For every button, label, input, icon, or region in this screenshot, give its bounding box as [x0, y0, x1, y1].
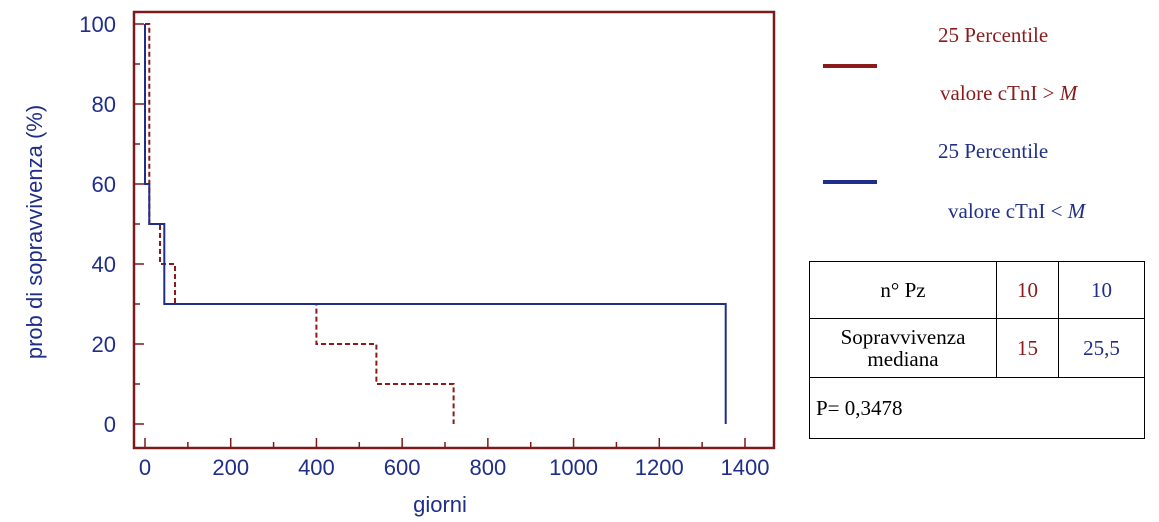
y-tick-label: 40 [92, 252, 116, 277]
x-tick-label: 1200 [635, 455, 684, 480]
legend-blue-swatch [823, 180, 877, 184]
x-tick-label: 1400 [721, 455, 770, 480]
legend-blue-title: 25 Percentile [938, 139, 1049, 163]
x-axis-label: giorni [413, 492, 467, 517]
x-tick-label: 0 [139, 455, 151, 480]
legend-blue: 25 Percentile valore cTnI < M [820, 139, 1150, 250]
row-pvalue: P= 0,3478 [809, 377, 1145, 439]
plot-frame [132, 10, 776, 450]
legend-red-swatch [823, 64, 877, 68]
x-tick-label: 400 [298, 455, 335, 480]
row-npz-label: n° Pz [809, 261, 997, 319]
y-axis-label: prob di sopravvivenza (%) [22, 105, 47, 359]
axis-ticks [134, 23, 746, 448]
row-median-red: 15 [996, 318, 1059, 378]
row-median-label: Sopravvivenza mediana [809, 318, 997, 378]
y-tick-label: 100 [79, 12, 116, 37]
stats-table: n° Pz 10 10 Sopravvivenza mediana 15 25,5… [809, 261, 1145, 439]
series-group [144, 23, 727, 424]
y-tick-label: 0 [104, 412, 116, 437]
series-blue-line [144, 24, 727, 424]
x-tick-label: 200 [212, 455, 249, 480]
row-npz-red: 10 [996, 261, 1059, 319]
legend-red: 25 Percentile valore cTnI > M [820, 20, 1150, 140]
legend-blue-condition: valore cTnI < M [948, 199, 1086, 223]
x-tick-label: 600 [384, 455, 421, 480]
y-tick-label: 60 [92, 172, 116, 197]
x-tick-label: 1000 [549, 455, 598, 480]
tick-labels: 0 200 400 600 800 1000 1200 1400 0 20 40 60 80 100 [79, 12, 769, 480]
legend-red-condition: valore cTnI > M [940, 81, 1078, 105]
survival-chart: 0 200 400 600 800 1000 1200 1400 0 20 40 60 80 100 gi… [22, 10, 776, 517]
legend-red-title: 25 Percentile [938, 23, 1049, 47]
series-red-line [145, 23, 455, 424]
row-npz-blue: 10 [1058, 261, 1145, 319]
x-tick-label: 800 [469, 455, 506, 480]
y-tick-label: 20 [92, 332, 116, 357]
row-median-blue: 25,5 [1058, 318, 1145, 378]
y-tick-label: 80 [92, 92, 116, 117]
